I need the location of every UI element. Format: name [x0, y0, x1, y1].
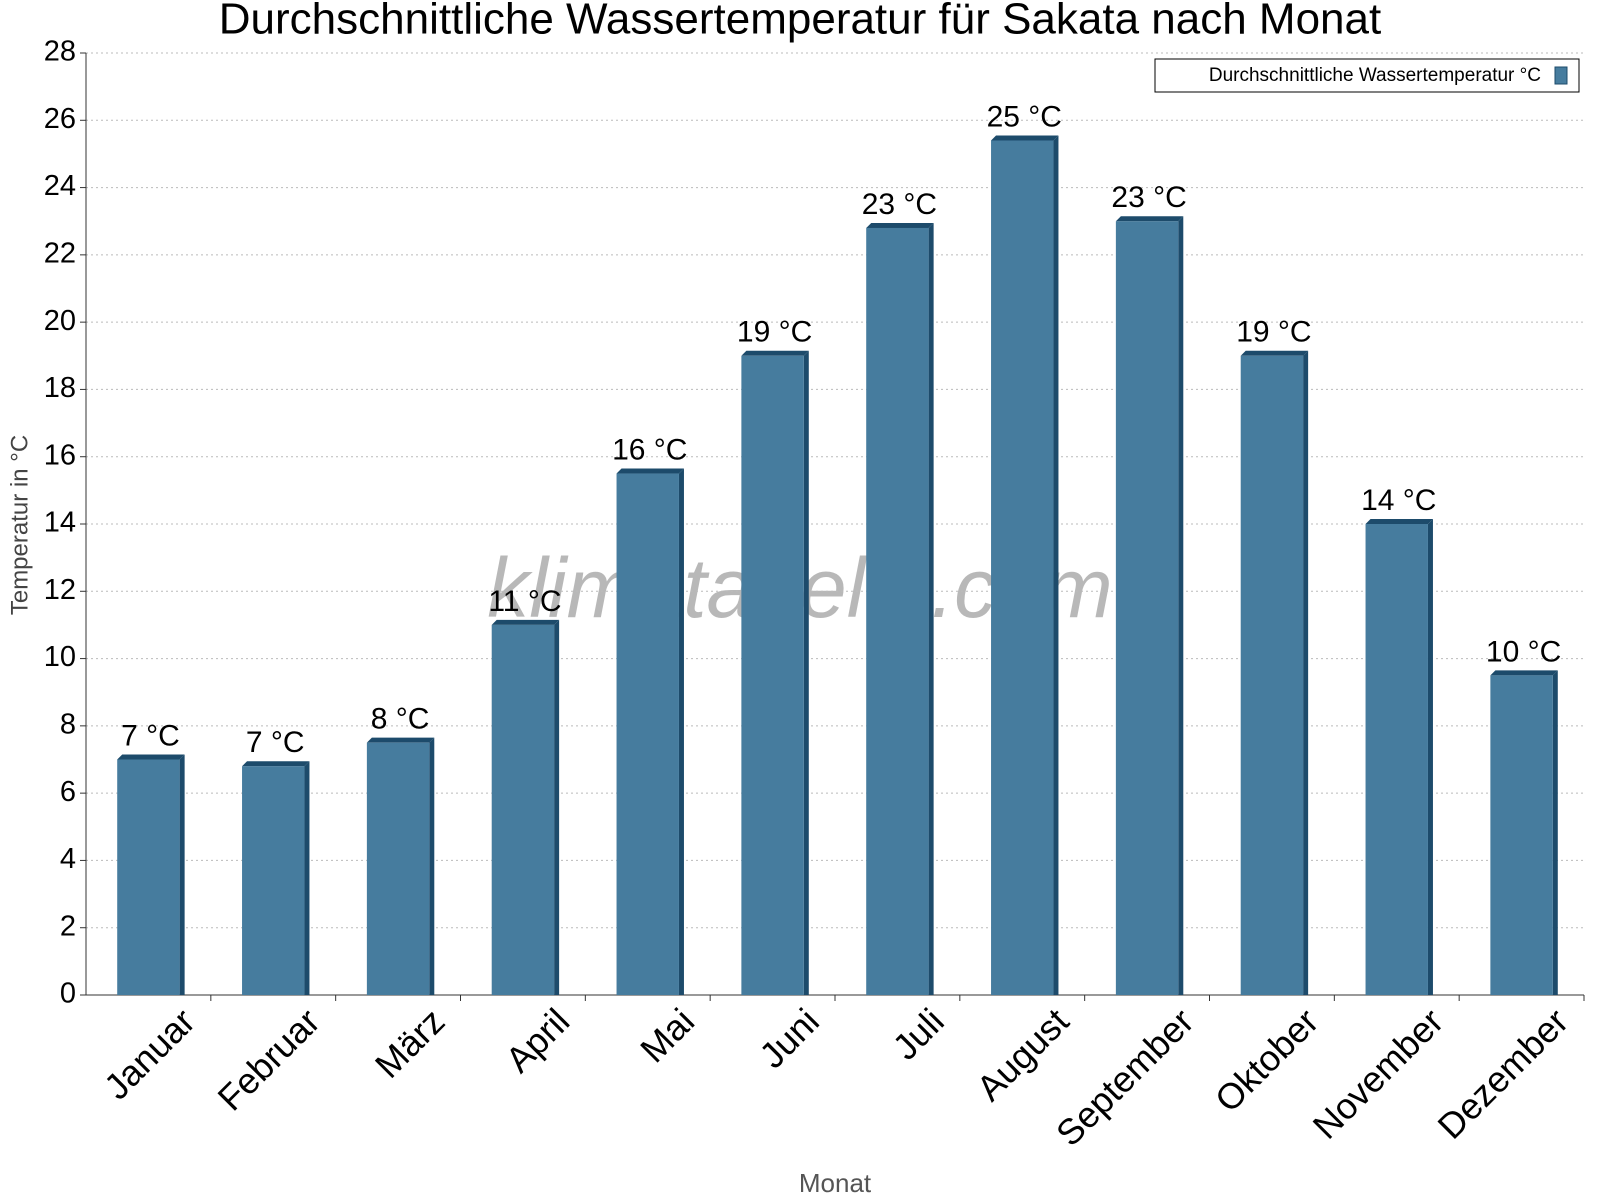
bar-top — [117, 754, 185, 760]
bar-side — [678, 468, 684, 995]
value-label: 16 °C — [612, 433, 687, 466]
x-tick-label: November — [1305, 1000, 1451, 1146]
value-label: 19 °C — [1236, 316, 1311, 349]
bar-top — [991, 135, 1059, 141]
value-label: 19 °C — [737, 316, 812, 349]
bar — [1365, 524, 1428, 995]
bar — [1490, 675, 1553, 995]
y-tick-label: 18 — [44, 372, 76, 404]
y-tick-label: 0 — [60, 978, 76, 1010]
bar-side — [554, 619, 560, 995]
bar-group — [991, 135, 1059, 995]
bar-side — [803, 350, 809, 995]
legend: Durchschnittliche Wassertemperatur °C — [1154, 58, 1580, 93]
bar-group — [741, 350, 809, 995]
y-tick-label: 8 — [60, 709, 76, 741]
x-tick-label: September — [1048, 1000, 1202, 1154]
y-tick-label: 24 — [44, 170, 76, 202]
y-tick-label: 6 — [60, 776, 76, 808]
bar-group — [242, 761, 310, 995]
x-tick-label: Mai — [632, 1000, 702, 1070]
value-label: 23 °C — [1111, 181, 1186, 214]
x-tick-label: Januar — [96, 1000, 203, 1107]
bar-group — [366, 737, 435, 995]
bar-group — [1365, 519, 1433, 995]
x-tick-label: Dezember — [1430, 1000, 1576, 1146]
y-axis-title: Temperatur in °C — [6, 435, 33, 615]
bar-group — [491, 619, 560, 995]
bar-group — [616, 468, 684, 995]
bar-top — [616, 468, 684, 474]
y-tick-label: 28 — [44, 36, 76, 68]
legend-box — [1154, 58, 1580, 93]
bar-top — [491, 619, 560, 625]
bar-top — [1115, 216, 1184, 222]
bar-side — [1178, 216, 1184, 995]
bar-group — [1240, 350, 1309, 995]
bar-side — [1053, 135, 1059, 995]
bar-side — [179, 754, 185, 995]
bar-top — [242, 761, 310, 767]
y-tick-label: 20 — [44, 305, 76, 337]
bar-top — [1365, 519, 1433, 524]
bar — [1115, 221, 1179, 995]
x-tick-label: August — [968, 1000, 1076, 1108]
y-tick-label: 10 — [44, 641, 76, 673]
y-tick-label: 14 — [44, 507, 76, 539]
x-tick-label: März — [367, 1000, 453, 1086]
bar — [866, 227, 929, 995]
y-tick-label: 2 — [60, 910, 76, 942]
x-tick-label: Oktober — [1207, 1000, 1327, 1120]
legend-label: Durchschnittliche Wassertemperatur °C — [1209, 65, 1541, 86]
bar — [1240, 355, 1304, 995]
bar — [366, 742, 430, 995]
bar-top — [366, 737, 435, 743]
bar-top — [866, 222, 934, 228]
bar — [491, 624, 555, 995]
value-label: 7 °C — [246, 726, 305, 759]
x-tick-label: April — [497, 1000, 577, 1080]
bar — [741, 355, 804, 995]
x-tick-label: Juli — [885, 1000, 952, 1067]
y-tick-label: 22 — [44, 238, 76, 270]
bar-group — [866, 222, 934, 995]
bar — [117, 759, 180, 995]
bar-group — [1490, 670, 1558, 995]
bar-top — [1240, 350, 1309, 356]
bar-group — [1115, 216, 1184, 995]
bar — [616, 473, 679, 995]
bar-group — [117, 754, 185, 995]
value-label: 7 °C — [121, 719, 180, 752]
y-tick-label: 4 — [60, 843, 76, 875]
x-tick-label: Februar — [210, 1000, 328, 1118]
y-tick-label: 16 — [44, 439, 76, 471]
x-tick-label: Juni — [751, 1000, 827, 1076]
legend-swatch — [1554, 66, 1568, 85]
bar-side — [304, 761, 310, 995]
bar — [991, 140, 1054, 995]
value-label: 11 °C — [488, 585, 561, 618]
bar-top — [741, 350, 809, 356]
bar-side — [1303, 350, 1309, 995]
chart-title: Durchschnittliche Wassertemperatur für S… — [219, 0, 1381, 44]
bar-top — [1490, 670, 1558, 676]
value-label: 23 °C — [862, 188, 937, 221]
y-tick-label: 26 — [44, 103, 76, 135]
value-label: 8 °C — [371, 703, 430, 736]
x-axis-title: Monat — [799, 1168, 872, 1198]
bar-side — [928, 222, 934, 995]
value-label: 14 °C — [1361, 484, 1436, 517]
bar — [242, 766, 305, 995]
bar-side — [1552, 670, 1558, 995]
value-label: 10 °C — [1486, 635, 1561, 668]
bar-side — [429, 737, 435, 995]
bar-side — [1427, 519, 1433, 995]
value-label: 25 °C — [987, 100, 1062, 133]
y-tick-label: 12 — [44, 574, 76, 606]
